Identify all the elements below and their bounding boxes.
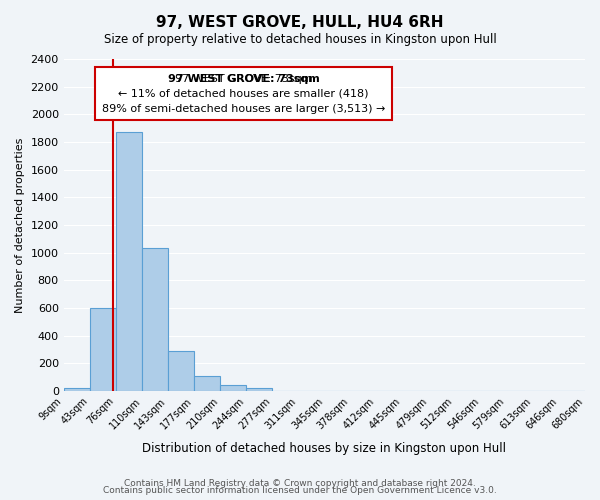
X-axis label: Distribution of detached houses by size in Kingston upon Hull: Distribution of detached houses by size … <box>142 442 506 455</box>
Bar <box>168 351 194 391</box>
Text: 97 WEST GROVE: 73sqm
← 11% of detached houses are smaller (418)
89% of semi-deta: 97 WEST GROVE: 73sqm ← 11% of detached h… <box>102 74 385 114</box>
Text: Contains HM Land Registry data © Crown copyright and database right 2024.: Contains HM Land Registry data © Crown c… <box>124 478 476 488</box>
Bar <box>246 388 272 391</box>
Y-axis label: Number of detached properties: Number of detached properties <box>15 138 25 312</box>
Text: Size of property relative to detached houses in Kingston upon Hull: Size of property relative to detached ho… <box>104 32 496 46</box>
Bar <box>64 388 90 391</box>
Text: Contains public sector information licensed under the Open Government Licence v3: Contains public sector information licen… <box>103 486 497 495</box>
Text: 97, WEST GROVE, HULL, HU4 6RH: 97, WEST GROVE, HULL, HU4 6RH <box>156 15 444 30</box>
Bar <box>116 132 142 391</box>
Bar <box>194 376 220 391</box>
Text: 97 WEST GROVE: 73sqm: 97 WEST GROVE: 73sqm <box>167 74 319 128</box>
Bar <box>142 248 168 391</box>
Bar <box>220 385 246 391</box>
Bar <box>90 308 116 391</box>
